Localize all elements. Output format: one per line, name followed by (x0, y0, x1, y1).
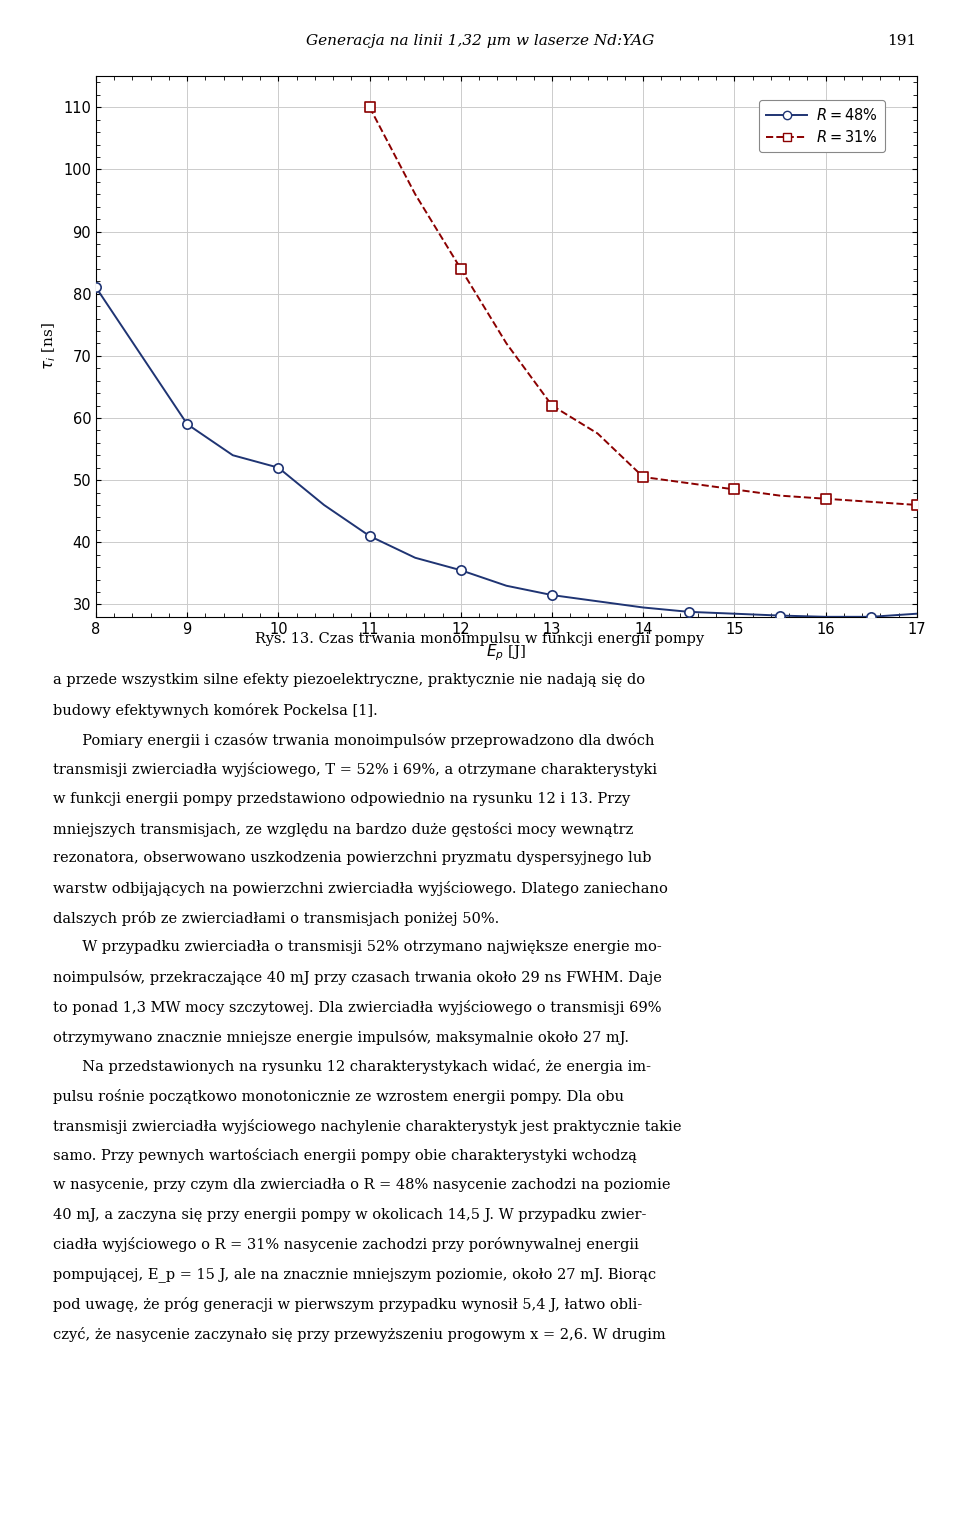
Text: budowy efektywnych komórek Pockelsa [1].: budowy efektywnych komórek Pockelsa [1]. (53, 704, 377, 717)
Text: otrzymywano znacznie mniejsze energie impulsów, maksymalnie około 27 mJ.: otrzymywano znacznie mniejsze energie im… (53, 1030, 629, 1045)
Point (681, 600, 696, 624)
Point (544, 393, 560, 417)
Point (909, 493, 924, 518)
Text: rezonatora, obserwowano uszkodzenia powierzchni pryzmatu dyspersyjnego lub: rezonatora, obserwowano uszkodzenia powi… (53, 851, 651, 865)
Point (863, 605, 878, 629)
Text: Pomiary energii i czasów trwania monoimpulsów przeprowadzono dla dwóch: Pomiary energii i czasów trwania monoimp… (53, 733, 655, 748)
Text: transmisji zwierciadła wyjściowego, T = 52% i 69%, a otrzymane charakterystyki: transmisji zwierciadła wyjściowego, T = … (53, 762, 657, 777)
Text: pulsu rośnie początkowo monotonicznie ze wzrostem energii pompy. Dla obu: pulsu rośnie początkowo monotonicznie ze… (53, 1089, 624, 1104)
Text: ciadła wyjściowego o R = 31% nasycenie zachodzi przy porównywalnej energii: ciadła wyjściowego o R = 31% nasycenie z… (53, 1237, 638, 1252)
Point (636, 465, 651, 489)
Text: warstw odbijających na powierzchni zwierciadła wyjściowego. Dlatego zaniechano: warstw odbijających na powierzchni zwier… (53, 880, 667, 896)
Text: czyć, że nasycenie zaczynało się przy przewyższeniu progowym x = 2,6. W drugim: czyć, że nasycenie zaczynało się przy pr… (53, 1327, 665, 1342)
Text: noimpulsów, przekraczające 40 mJ przy czasach trwania około 29 ns FWHM. Daje: noimpulsów, przekraczające 40 mJ przy cz… (53, 970, 661, 985)
Text: to ponad 1,3 MW mocy szczytowej. Dla zwierciadła wyjściowego o transmisji 69%: to ponad 1,3 MW mocy szczytowej. Dla zwi… (53, 999, 661, 1014)
Text: mniejszych transmisjach, ze względu na bardzo duże gęstości mocy wewnątrz: mniejszych transmisjach, ze względu na b… (53, 822, 633, 836)
Text: a przede wszystkim silne efekty piezoelektryczne, praktycznie nie nadają się do: a przede wszystkim silne efekty piezoele… (53, 673, 645, 687)
Point (180, 413, 195, 437)
Point (818, 486, 833, 510)
Text: W przypadku zwierciadła o transmisji 52% otrzymano największe energie mo-: W przypadku zwierciadła o transmisji 52%… (53, 940, 661, 955)
Text: pompującej, E_p = 15 J, ale na znacznie mniejszym poziomie, około 27 mJ. Biorąc: pompującej, E_p = 15 J, ale na znacznie … (53, 1267, 656, 1282)
Text: Na przedstawionych na rysunku 12 charakterystykach widać, że energia im-: Na przedstawionych na rysunku 12 charakt… (53, 1060, 651, 1074)
Point (727, 477, 742, 501)
Text: 40 mJ, a zaczyna się przy energii pompy w okolicach 14,5 J. W przypadku zwier-: 40 mJ, a zaczyna się przy energii pompy … (53, 1208, 646, 1221)
Point (453, 557, 468, 582)
Text: Rys. 13. Czas trwania monoimpulsu w funkcji energii pompy: Rys. 13. Czas trwania monoimpulsu w funk… (255, 632, 705, 646)
Point (271, 455, 286, 480)
Point (772, 603, 787, 627)
Point (88, 276, 104, 300)
Text: Generacja na linii 1,32 μm w laserze Nd:YAG: Generacja na linii 1,32 μm w laserze Nd:… (306, 34, 654, 47)
Point (362, 524, 377, 548)
Point (544, 583, 560, 608)
Point (362, 94, 377, 119)
Text: samo. Przy pewnych wartościach energii pompy obie charakterystyki wchodzą: samo. Przy pewnych wartościach energii p… (53, 1148, 636, 1164)
Legend: $R = 48\%$, $R = 31\%$: $R = 48\%$, $R = 31\%$ (759, 99, 885, 152)
Text: pod uwagę, że próg generacji w pierwszym przypadku wynosił 5,4 J, łatwo obli-: pod uwagę, że próg generacji w pierwszym… (53, 1296, 642, 1311)
Text: 191: 191 (888, 34, 917, 47)
X-axis label: $E_p$ [J]: $E_p$ [J] (486, 643, 527, 663)
Text: transmisji zwierciadła wyjściowego nachylenie charakterystyk jest praktycznie ta: transmisji zwierciadła wyjściowego nachy… (53, 1118, 682, 1133)
Text: w nasycenie, przy czym dla zwierciadła o R = 48% nasycenie zachodzi na poziomie: w nasycenie, przy czym dla zwierciadła o… (53, 1179, 670, 1193)
Y-axis label: $\tau_i$ [ns]: $\tau_i$ [ns] (40, 323, 58, 370)
Point (453, 256, 468, 280)
Text: w funkcji energii pompy przedstawiono odpowiednio na rysunku 12 i 13. Przy: w funkcji energii pompy przedstawiono od… (53, 792, 630, 806)
Text: dalszych prób ze zwierciadłami o transmisjach poniżej 50%.: dalszych prób ze zwierciadłami o transmi… (53, 911, 499, 926)
